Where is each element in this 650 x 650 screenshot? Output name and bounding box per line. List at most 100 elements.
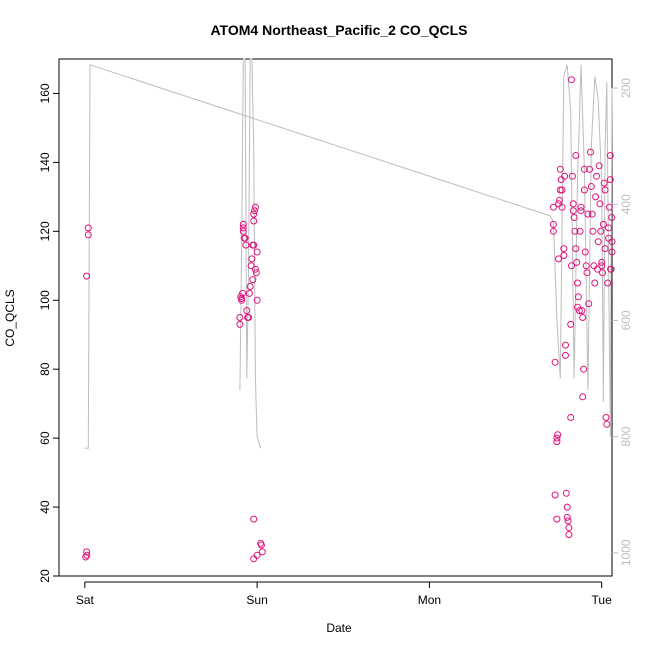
data-point <box>576 227 584 235</box>
data-point <box>588 210 596 218</box>
data-point <box>84 231 92 239</box>
data-point <box>569 200 577 208</box>
data-point <box>567 414 575 421</box>
data-point <box>578 307 586 315</box>
data-point <box>604 279 612 287</box>
data-point <box>593 265 601 273</box>
data-point <box>553 515 561 523</box>
data-point <box>561 172 569 180</box>
x-tick-label: Tue <box>592 593 613 607</box>
data-point <box>591 279 599 287</box>
data-point <box>549 203 557 211</box>
data-point <box>252 269 260 277</box>
data-point <box>560 245 568 253</box>
data-point <box>257 541 265 549</box>
data-point <box>568 262 575 270</box>
y-tick-label: 160 <box>38 83 52 103</box>
data-point <box>553 438 561 446</box>
y-right-tick-label: 1000 <box>619 539 633 566</box>
plot-area <box>58 58 613 577</box>
data-point <box>599 220 607 228</box>
data-point <box>605 203 613 211</box>
data-point <box>250 515 258 523</box>
x-tick-label: Sat <box>76 593 95 607</box>
altitude-line <box>84 64 613 449</box>
data-point <box>586 165 594 173</box>
y-right-tick-label: 600 <box>619 310 633 330</box>
data-point <box>558 203 566 211</box>
data-point <box>555 255 563 263</box>
data-point <box>577 203 585 211</box>
y-axis-label: CO_QCLS <box>3 289 17 346</box>
data-points-layer <box>82 76 616 563</box>
data-point <box>568 172 576 180</box>
data-point <box>565 524 573 532</box>
data-point <box>607 265 615 273</box>
data-point <box>594 238 602 246</box>
data-point <box>549 220 557 228</box>
data-point <box>554 431 562 439</box>
data-point <box>556 196 563 204</box>
y-tick-label: 100 <box>38 290 52 310</box>
data-point <box>246 283 254 290</box>
data-point <box>243 307 251 315</box>
data-point <box>572 152 580 159</box>
data-point <box>560 252 568 259</box>
data-point <box>557 176 565 184</box>
data-point <box>600 179 608 187</box>
data-point <box>251 265 259 273</box>
y-right-tick-label: 400 <box>619 194 633 214</box>
data-point <box>590 262 598 270</box>
data-point <box>592 193 600 201</box>
data-point <box>570 214 578 221</box>
data-point <box>574 279 581 287</box>
data-point <box>599 269 606 277</box>
data-point <box>574 303 581 311</box>
data-point <box>248 255 256 263</box>
data-point <box>242 241 250 249</box>
data-point <box>603 420 611 428</box>
data-point <box>250 217 258 225</box>
data-point <box>582 262 590 270</box>
data-point <box>563 513 571 521</box>
data-point <box>553 434 561 442</box>
data-point <box>593 172 600 180</box>
y-tick-label: 120 <box>38 221 52 241</box>
data-point <box>241 234 249 242</box>
y-right-tick-label: 800 <box>619 426 633 446</box>
data-point <box>247 262 255 270</box>
data-point <box>581 248 589 256</box>
data-point <box>608 238 616 246</box>
data-point <box>589 227 597 235</box>
data-point <box>245 289 253 297</box>
data-point <box>580 365 588 373</box>
data-point <box>238 295 246 302</box>
data-point <box>84 224 92 232</box>
data-point <box>236 320 244 328</box>
data-point <box>83 551 91 559</box>
data-point <box>563 503 571 511</box>
data-point <box>556 165 564 173</box>
data-point <box>587 183 595 190</box>
data-point <box>564 517 572 525</box>
data-point <box>83 548 91 556</box>
data-point <box>597 227 605 235</box>
data-point <box>601 245 609 253</box>
data-point <box>580 165 588 173</box>
data-point <box>551 491 559 499</box>
y-axis-right: 200 400 600 800 1000 <box>612 78 633 566</box>
data-point <box>574 293 582 301</box>
data-point <box>249 276 257 284</box>
altitude-line-layer <box>84 58 613 449</box>
data-point <box>239 289 246 297</box>
data-point <box>573 258 581 266</box>
data-point <box>558 186 566 194</box>
data-point <box>598 258 606 266</box>
data-point <box>608 214 616 221</box>
data-point <box>583 269 591 277</box>
y-tick-label: 80 <box>38 362 52 376</box>
y-right-tick-label: 200 <box>619 78 633 98</box>
data-point <box>585 300 593 308</box>
y-axis-left: 20 40 60 80 100 120 140 160 <box>38 83 59 583</box>
